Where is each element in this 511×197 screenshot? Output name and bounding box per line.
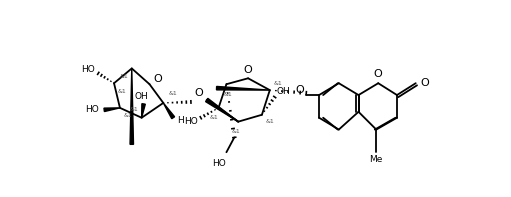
Polygon shape (130, 68, 133, 144)
Polygon shape (142, 104, 145, 118)
Polygon shape (104, 108, 120, 112)
Text: O: O (420, 78, 429, 88)
Polygon shape (205, 98, 238, 122)
Text: &1: &1 (273, 81, 282, 86)
Text: &1: &1 (209, 115, 218, 120)
Text: HO: HO (184, 117, 198, 126)
Text: O: O (153, 74, 162, 84)
Polygon shape (164, 103, 175, 119)
Text: O: O (244, 65, 252, 75)
Text: &1: &1 (169, 91, 177, 96)
Polygon shape (217, 86, 270, 90)
Text: HO: HO (212, 159, 225, 168)
Text: HO: HO (82, 65, 95, 74)
Text: &1: &1 (124, 113, 132, 118)
Text: &1: &1 (120, 74, 128, 79)
Text: OH: OH (135, 92, 149, 100)
Text: &1: &1 (232, 129, 241, 134)
Text: &1: &1 (129, 107, 138, 112)
Text: &1: &1 (118, 89, 126, 94)
Text: Me: Me (369, 155, 383, 164)
Text: &1: &1 (265, 119, 274, 124)
Text: OH: OH (277, 87, 290, 96)
Text: HO: HO (85, 105, 99, 114)
Text: O: O (195, 88, 203, 98)
Text: &1: &1 (224, 92, 233, 97)
Text: O: O (374, 69, 383, 79)
Text: O: O (295, 85, 304, 95)
Text: H: H (177, 116, 183, 125)
